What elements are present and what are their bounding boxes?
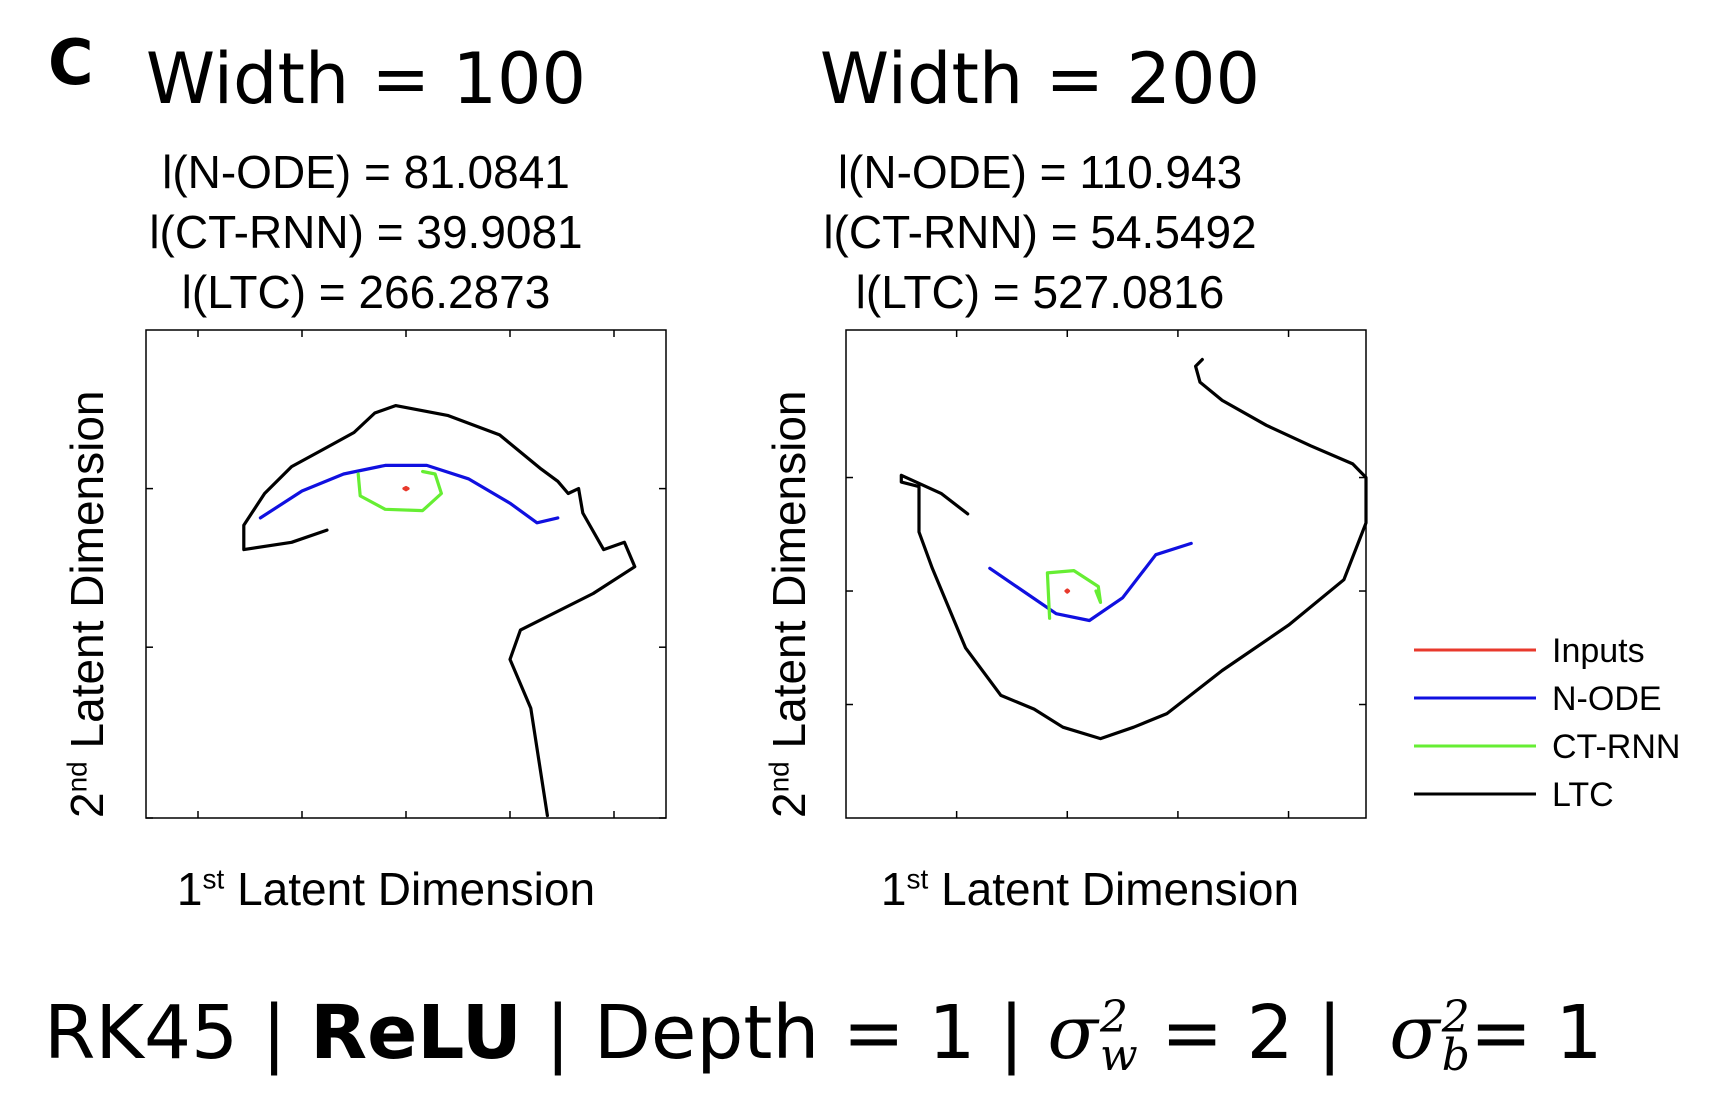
chart2-series-inputs (1064, 588, 1071, 594)
chart2-series-ltc (899, 357, 1368, 741)
chart2-axes-box (845, 329, 1367, 819)
legend-label-ct-rnn: CT-RNN (1552, 728, 1680, 766)
footer-sep: | (545, 990, 571, 1076)
chart2-xlabel: 1st Latent Dimension (880, 863, 1300, 915)
footer-activation: ReLU (310, 990, 522, 1076)
chart1-metric-node: l(N-ODE) = 81.0841 (162, 146, 570, 198)
chart1-metric-ctrnn: l(CT-RNN) = 39.9081 (149, 206, 583, 258)
chart1-axes-box (145, 329, 667, 819)
chart2-metric-ltc: l(LTC) = 527.0816 (855, 266, 1225, 318)
footer-sigma-w-value: = 2 (1161, 990, 1294, 1076)
footer-sigma-b-value: = 1 (1469, 990, 1603, 1076)
chart2-title: Width = 200 (819, 38, 1261, 120)
chart1-series-n-ode (258, 463, 560, 525)
footer-caption: RK45 | ReLU | Depth = 1 | σ2 w = 2 | σ2 b=… (44, 990, 1603, 1082)
footer-sep: | (1317, 990, 1343, 1076)
chart1-series-ct-rnn (356, 469, 443, 513)
legend-label-inputs: Inputs (1552, 632, 1645, 670)
footer-method: RK45 (44, 990, 239, 1076)
chart2-series-n-ode (988, 541, 1193, 623)
legend-label-ltc: LTC (1552, 776, 1614, 814)
chart1-series-inputs (402, 485, 410, 492)
chart2-metric-ctrnn: l(CT-RNN) = 54.5492 (823, 206, 1257, 258)
panel-letter: C (48, 26, 94, 99)
footer-sigma-b: σ (1389, 990, 1440, 1076)
footer-sep: | (998, 990, 1024, 1076)
chart2-series-ct-rnn (1045, 568, 1103, 620)
chart1-xlabel: 1st Latent Dimension (176, 863, 596, 915)
chart1-title: Width = 100 (145, 38, 587, 120)
footer-sigma-w: σ (1047, 990, 1098, 1076)
footer-depth: Depth = 1 (593, 990, 976, 1076)
chart2-metric-node: l(N-ODE) = 110.943 (837, 146, 1243, 198)
legend-label-n-ode: N-ODE (1552, 680, 1662, 718)
chart1-series-ltc (242, 404, 637, 818)
footer-sep: | (261, 990, 287, 1076)
chart1-metric-ltc: l(LTC) = 266.2873 (181, 266, 551, 318)
